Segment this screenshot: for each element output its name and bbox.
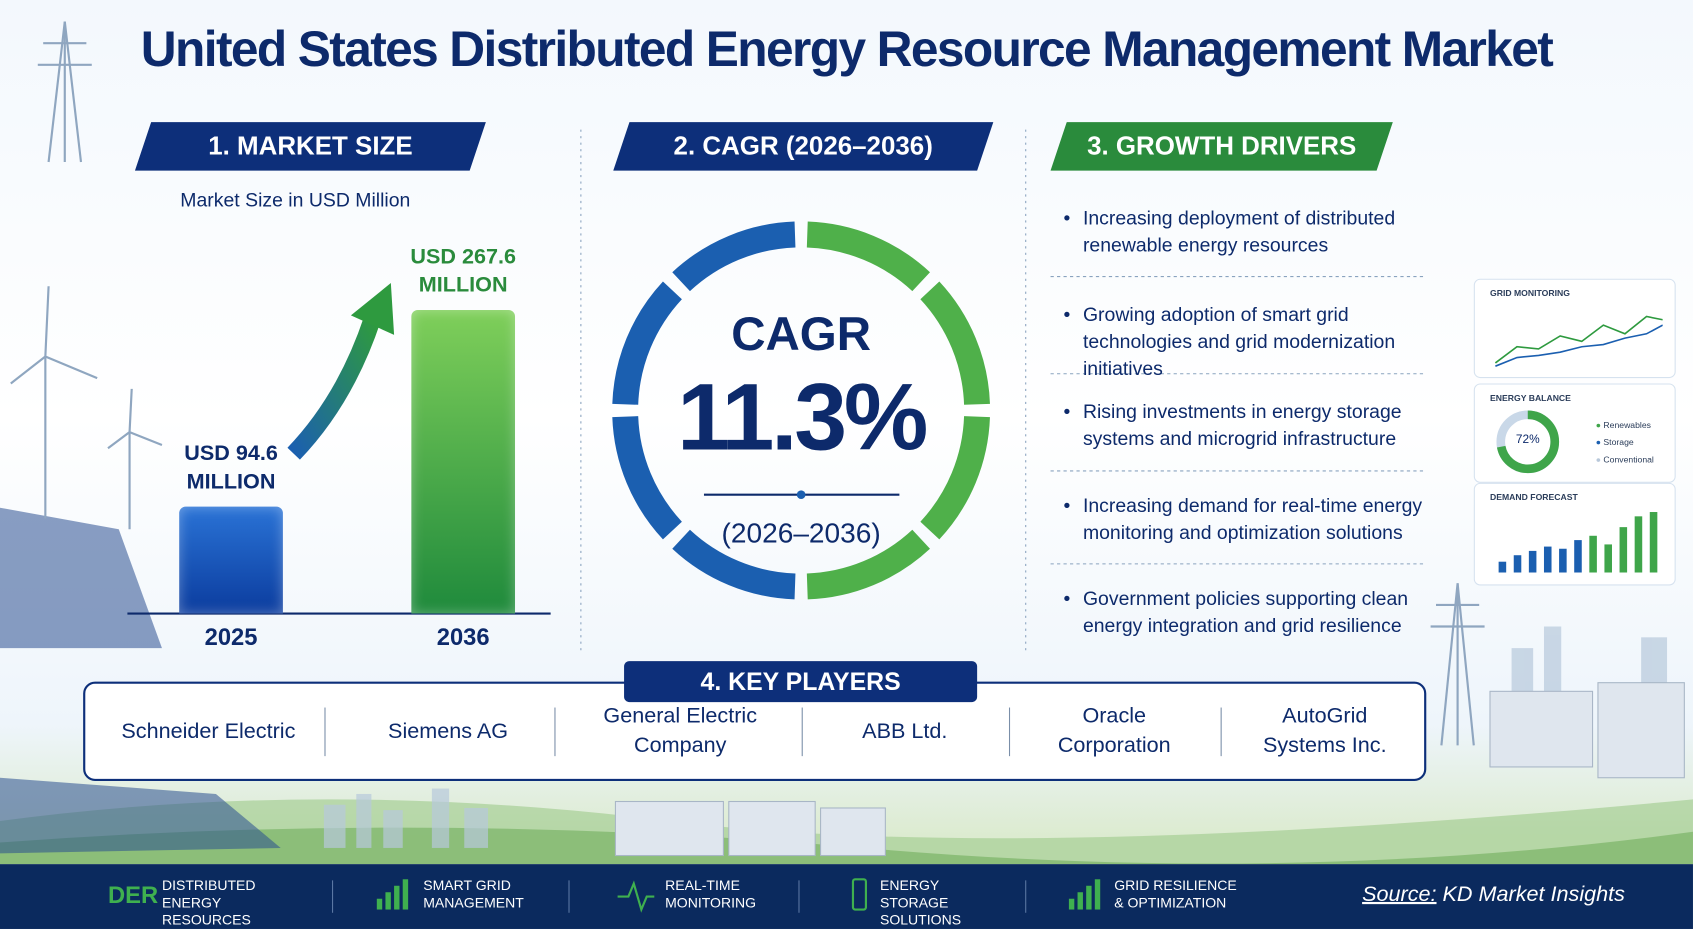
legend-item: ● Storage [1595,437,1634,448]
ring-segment [672,529,796,600]
storage-containers [614,682,1685,857]
source: Source: KD Market Insights [1296,883,1625,908]
panel-title: DEMAND FORECAST [1489,492,1578,503]
wind-turbines [10,21,1485,746]
donut-label: 72% [1515,433,1540,447]
mini-bar-chart [1498,512,1658,573]
growth-arrow [287,315,381,460]
legend-item: ● Renewables [1595,420,1651,430]
rule-dot [796,490,806,500]
ring-segment [612,415,683,540]
source-text: KD Market Insights [1442,882,1625,907]
growth-arrow-head [350,283,395,335]
legend-text: Conventional [1603,454,1654,465]
player-separators [324,707,1222,757]
panel-title: ENERGY BALANCE [1489,393,1571,403]
grid-monitoring-panel: GRID MONITORING [1473,278,1676,379]
legend-text: Storage [1603,437,1634,448]
ring-segment [920,415,990,540]
heading: 3. GROWTH DRIVERS [1043,122,1401,171]
ring-segment [806,529,930,600]
heading-bg [134,122,486,171]
cagr-value: 11.3% [677,362,928,470]
footer-separators [332,880,1027,913]
driver: Growing adoption of smart grid technolog… [1064,301,1439,382]
heading-text: 1. MARKET SIZE [208,131,413,161]
source-label: Source: [1362,882,1437,907]
energy-balance-panel: ENERGY BALANCE 72% ● Renewables ● Storag… [1473,383,1676,483]
mini-line-chart [1494,315,1663,367]
ring-segment [612,281,683,406]
footer-label: ENERGY STORAGE SOLUTIONS [879,877,962,928]
legend-text: Renewables [1603,420,1651,430]
solar-panels [0,507,281,854]
driver: Increasing demand for real-time energy m… [1064,493,1439,547]
footer-bg [0,864,1693,929]
heading-text: 3. GROWTH DRIVERS [1087,131,1357,161]
player: AutoGrid Systems Inc. [1262,704,1387,758]
footer-icon-text: DER [107,881,159,909]
player: Oracle Corporation [1057,704,1171,758]
heading-bg [1050,122,1393,171]
heading-bg [613,122,994,171]
ring-segment [806,221,930,292]
subtitle: Market Size in USD Million [180,189,411,211]
legend: ● Renewables ● Storage ● Conventional [1596,417,1654,469]
footer-icons [376,878,1101,913]
driver: Rising investments in energy storage sys… [1064,399,1439,453]
player: Siemens AG [388,718,509,743]
demand-forecast-panel: DEMAND FORECAST [1473,482,1676,586]
hill [0,827,1693,865]
footer-label: DISTRIBUTED ENERGY RESOURCES [161,877,256,928]
value-label: USD 267.6 MILLION [410,245,517,298]
players-heading: 4. KEY PLAYERS [700,667,901,696]
title: United States Distributed Energy Resourc… [140,20,1554,77]
footer-label: REAL-TIME MONITORING [665,877,757,911]
x-tick-label: 2025 [204,623,258,651]
ring-segment [672,221,796,292]
players-heading-bg [624,661,978,703]
footer-label: GRID RESILIENCE & OPTIMIZATION [1114,877,1237,911]
x-tick-label: 2036 [436,623,490,651]
mini-donut [1496,410,1560,474]
heading: 1. MARKET SIZE [127,122,494,171]
heading-text: 2. CAGR (2026–2036) [673,131,933,161]
donut-arc [1496,410,1560,474]
panel-title: GRID MONITORING [1489,288,1570,299]
cagr-period: (2026–2036) [721,516,881,549]
footer-label: SMART GRID MANAGEMENT [423,877,524,911]
legend-item: ● Conventional [1595,454,1654,465]
player: ABB Ltd. [862,718,948,743]
player: General Electric Company [603,704,758,758]
bar [179,506,283,614]
cagr-label: CAGR [731,307,872,361]
cagr-ring [612,221,990,600]
bar [411,310,516,614]
value-label: USD 94.6 MILLION [184,441,278,494]
driver: Increasing deployment of distributed ren… [1064,205,1439,259]
player: Schneider Electric [121,718,296,743]
driver: Government policies supporting clean ene… [1064,585,1439,639]
ring-segment [920,281,990,406]
heading: 2. CAGR (2026–2036) [605,122,1001,171]
